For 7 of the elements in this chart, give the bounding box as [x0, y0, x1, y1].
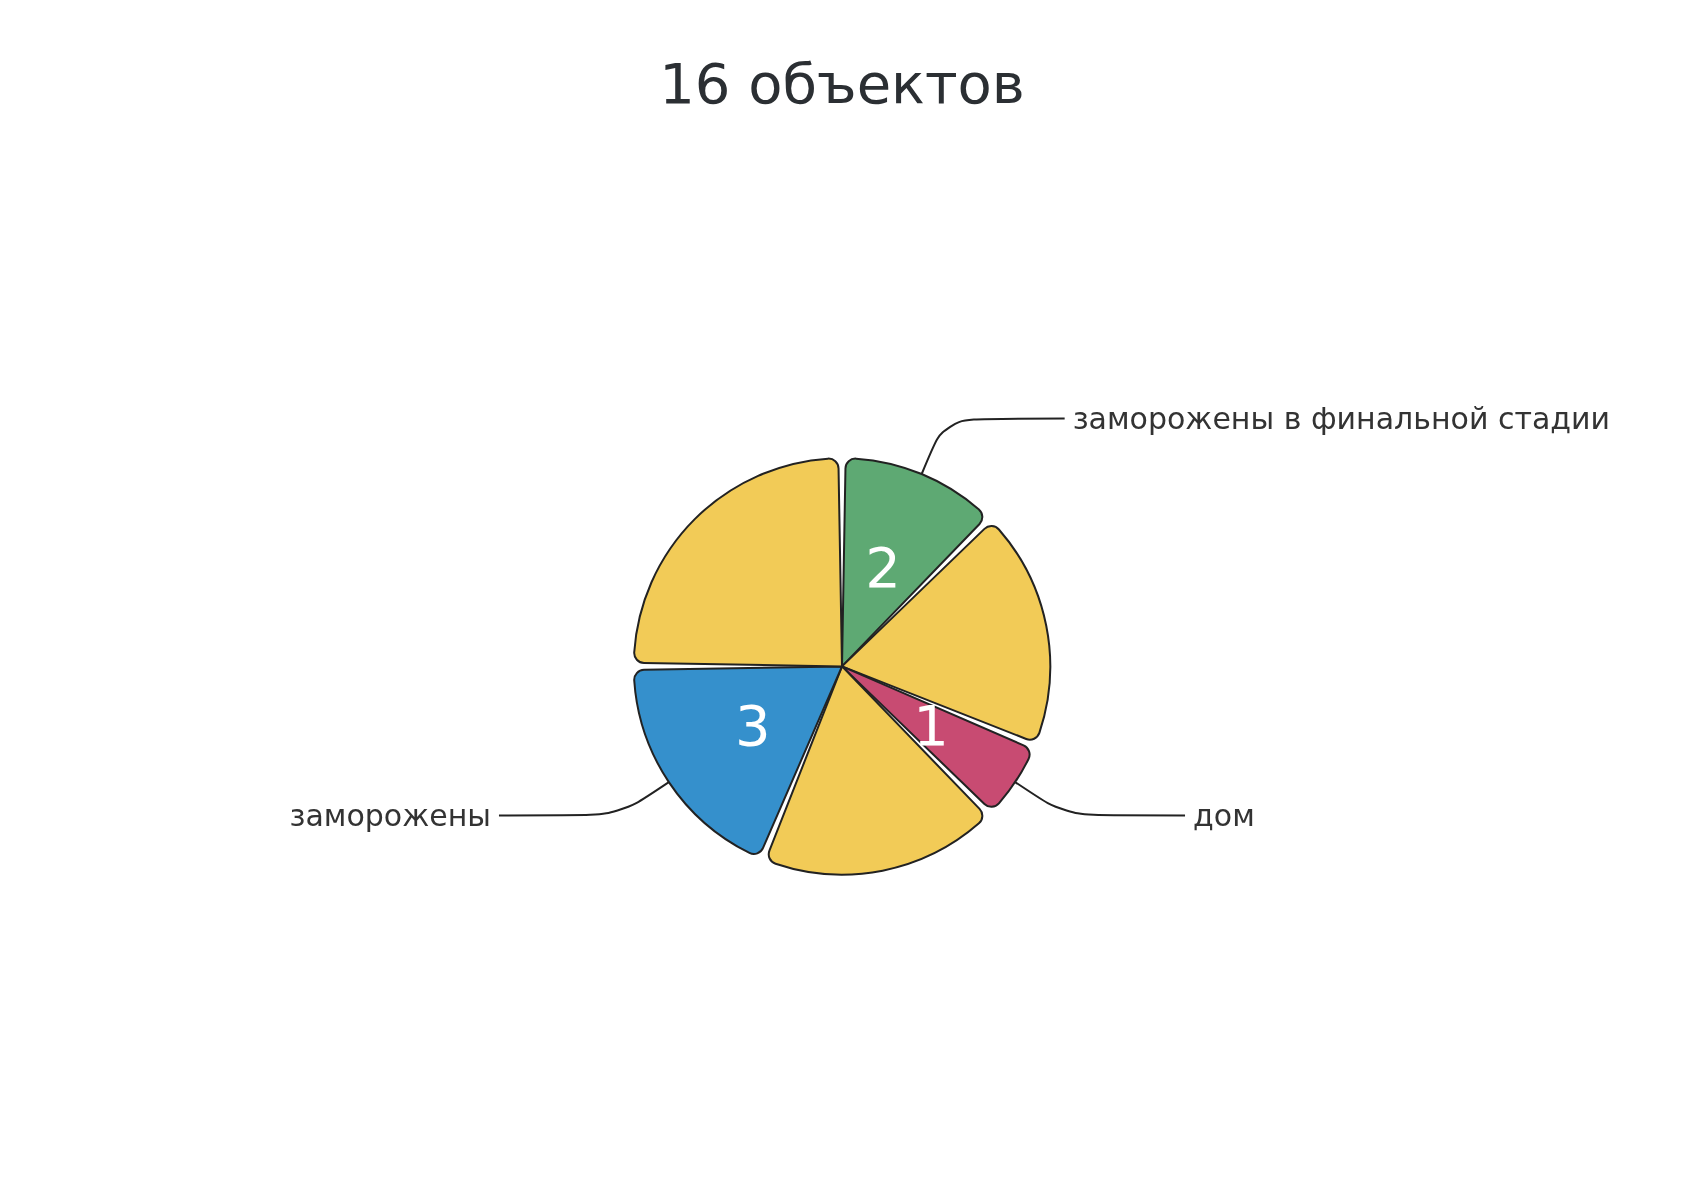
slice-label: дом: [1193, 797, 1255, 833]
data-label: 1: [913, 693, 949, 759]
data-label: 2: [865, 534, 901, 600]
chart-title: 16 объектов: [659, 50, 1025, 116]
slice-label: заморожены: [289, 797, 491, 833]
data-label: 3: [735, 693, 771, 759]
slice-label: заморожены в финальной стадии: [1072, 401, 1611, 437]
